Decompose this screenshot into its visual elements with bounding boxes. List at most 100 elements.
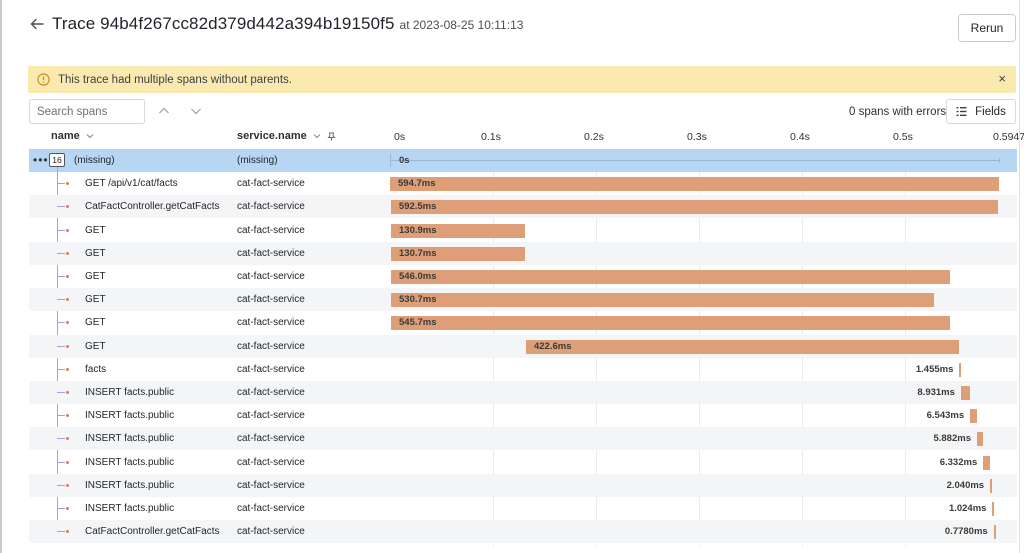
bar-duration-label: 0s	[399, 155, 410, 166]
span-row[interactable]: INSERT facts.public cat-fact-service 5.882…	[29, 427, 1017, 451]
tree-connector	[57, 322, 65, 324]
bar-duration-label: 0.7780ms	[944, 526, 988, 538]
tree-connector	[57, 508, 65, 509]
span-row[interactable]: GET cat-fact-service 130.9ms	[29, 219, 1017, 242]
span-duration-bar[interactable]	[959, 362, 962, 377]
chevron-up-icon[interactable]	[158, 105, 170, 117]
span-duration-bar[interactable]	[993, 525, 996, 540]
span-duration-bar[interactable]	[390, 177, 999, 192]
trace-timestamp: at 2023-08-25 10:11:13	[399, 18, 524, 32]
span-service: cat-fact-service	[237, 387, 305, 398]
span-duration-bar[interactable]	[391, 316, 950, 331]
span-duration-bar[interactable]	[390, 200, 998, 215]
bar-duration-label: 8.931ms	[917, 387, 955, 398]
span-row[interactable]: INSERT facts.public cat-fact-service 6.543…	[29, 404, 1017, 427]
span-dot-icon	[66, 228, 69, 232]
timeline-tick-label: 0.1s	[481, 131, 501, 143]
fields-button-label: Fields	[975, 105, 1006, 118]
timeline-tick-label: 0.2s	[584, 131, 604, 143]
tree-connector	[57, 183, 65, 185]
search-spans-input[interactable]	[29, 99, 145, 124]
span-row[interactable]: INSERT facts.public cat-fact-service 6.332…	[29, 451, 1017, 474]
span-row[interactable]: GET cat-fact-service 545.7ms	[29, 311, 1017, 334]
span-service: cat-fact-service	[237, 456, 305, 468]
pin-icon[interactable]	[327, 132, 336, 141]
tree-connector	[57, 531, 65, 533]
span-duration-bar[interactable]	[391, 223, 526, 238]
span-row[interactable]: GET /api/v1/cat/facts cat-fact-service 594…	[29, 172, 1017, 195]
trace-title: Trace 94b4f267cc82d379d442a394b19150f5	[52, 14, 395, 33]
tree-connector	[57, 276, 65, 277]
span-row[interactable]: CatFactController.getCatFacts cat-fact-se…	[29, 195, 1017, 219]
chevron-down-icon[interactable]	[190, 105, 202, 117]
span-dot-icon	[66, 251, 69, 255]
child-count-badge[interactable]: 16	[49, 153, 65, 167]
span-service: cat-fact-service	[237, 294, 305, 306]
bar-duration-label: 546.0ms	[399, 271, 437, 282]
span-row[interactable]: GET cat-fact-service 530.7ms	[29, 288, 1017, 312]
span-duration-bar[interactable]	[970, 409, 977, 424]
span-service: cat-fact-service	[237, 410, 305, 422]
column-header-name[interactable]: name	[51, 130, 94, 142]
span-row[interactable]: CatFactController.getCatFacts cat-fact-se…	[29, 520, 1017, 544]
bar-duration-label: 5.882ms	[933, 433, 971, 445]
banner-message: This trace had multiple spans without pa…	[58, 73, 292, 86]
bar-duration-label: 1.024ms	[948, 503, 987, 514]
span-name: GET	[85, 340, 106, 352]
span-dot-icon	[66, 344, 69, 348]
tree-connector	[57, 252, 65, 254]
bar-duration-label: 6.543ms	[926, 410, 965, 422]
span-dot-icon	[66, 275, 69, 278]
fields-button[interactable]: Fields	[946, 99, 1016, 124]
span-row[interactable]: INSERT facts.public cat-fact-service 1.024…	[29, 497, 1017, 520]
span-service: (missing)	[237, 155, 278, 166]
span-dot-icon	[66, 414, 69, 418]
fields-list-icon	[956, 107, 967, 116]
span-duration-bar[interactable]	[391, 246, 525, 261]
span-service: cat-fact-service	[237, 503, 305, 514]
span-name: INSERT facts.public	[85, 456, 175, 468]
rerun-button[interactable]: Rerun	[958, 14, 1016, 42]
span-name: GET	[85, 294, 106, 306]
span-row[interactable]: INSERT facts.public cat-fact-service 8.931…	[29, 381, 1017, 404]
column-header-service-label: service.name	[237, 130, 307, 142]
span-duration-bar[interactable]	[983, 455, 990, 470]
span-row[interactable]: facts cat-fact-service 1.455ms	[29, 358, 1017, 381]
column-header-service[interactable]: service.name	[237, 130, 336, 142]
span-name: GET	[85, 224, 106, 236]
span-dot-icon	[66, 391, 69, 394]
span-row[interactable]: GET cat-fact-service 422.6ms	[29, 334, 1017, 358]
span-name: CatFactController.getCatFacts	[85, 526, 220, 538]
bar-duration-label: 422.6ms	[533, 340, 572, 352]
span-service: cat-fact-service	[237, 340, 305, 352]
tree-connector	[57, 345, 65, 347]
span-duration-bar[interactable]	[391, 293, 935, 308]
span-duration-bar[interactable]	[960, 386, 971, 400]
span-duration-bar[interactable]	[976, 432, 983, 447]
span-dot-icon	[66, 483, 69, 487]
span-name: GET /api/v1/cat/facts	[85, 178, 178, 190]
timeline-tick-label: 0.3s	[687, 131, 707, 143]
more-options-icon[interactable]: •••	[33, 153, 49, 167]
span-name: CatFactController.getCatFacts	[85, 201, 220, 213]
tree-connector	[57, 229, 65, 231]
span-dot-icon	[66, 437, 69, 441]
span-duration-bar[interactable]	[525, 339, 959, 354]
span-row[interactable]: INSERT facts.public cat-fact-service 2.040…	[29, 473, 1017, 497]
bar-duration-label: 2.040ms	[946, 479, 985, 491]
spans-with-errors-count: 0 spans with errors	[849, 106, 947, 118]
banner-close-icon[interactable]: ×	[998, 71, 1006, 86]
timeline-tick-label: 0.5s	[893, 131, 913, 143]
root-span-row[interactable]: ••• 16 (missing) (missing) 0s	[29, 149, 1017, 532]
tree-connector	[57, 415, 65, 417]
back-arrow-icon[interactable]	[30, 17, 44, 31]
span-row[interactable]: GET cat-fact-service 130.7ms	[29, 241, 1017, 265]
warning-circle-icon	[37, 73, 50, 86]
span-dot-icon	[66, 460, 69, 464]
span-duration-bar[interactable]	[391, 270, 951, 284]
span-row[interactable]: GET cat-fact-service 546.0ms	[29, 265, 1017, 288]
span-duration-bar[interactable]	[990, 478, 993, 493]
root-bar	[390, 160, 1000, 161]
column-header-name-label: name	[51, 130, 80, 142]
span-duration-bar[interactable]	[992, 502, 995, 516]
